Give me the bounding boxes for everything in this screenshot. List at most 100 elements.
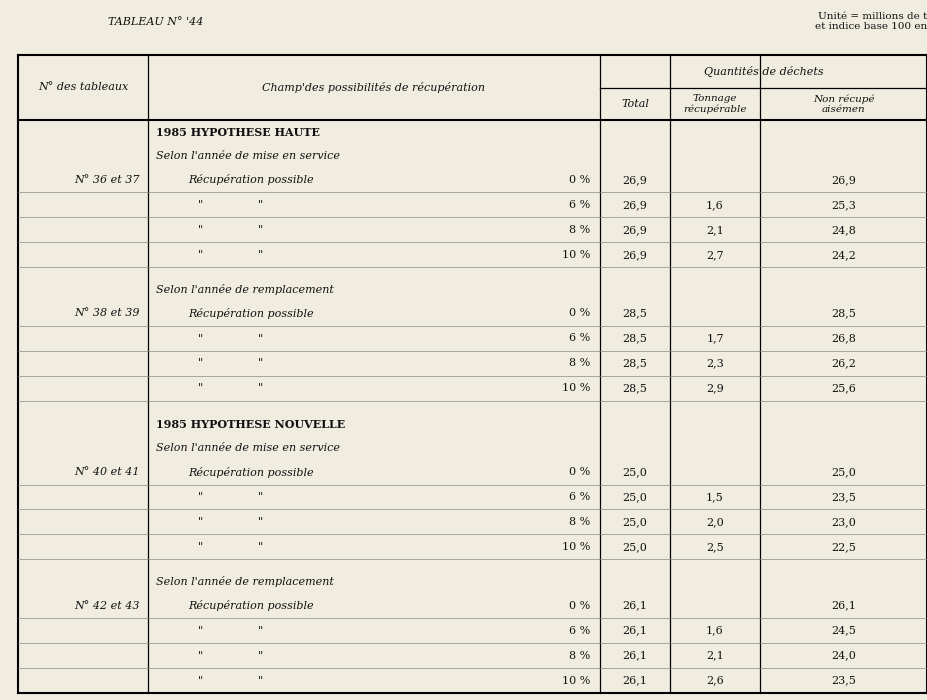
Text: Non récupé
aisémen: Non récupé aisémen: [813, 94, 874, 114]
Text: ": ": [198, 333, 203, 344]
Text: 1,6: 1,6: [706, 626, 724, 636]
Text: 28,5: 28,5: [623, 358, 647, 368]
Text: 0 %: 0 %: [569, 175, 590, 185]
Text: 2,3: 2,3: [706, 358, 724, 368]
Text: ": ": [198, 200, 203, 210]
Text: 1,7: 1,7: [706, 333, 724, 344]
Text: 23,5: 23,5: [832, 492, 856, 502]
Text: ": ": [198, 225, 203, 235]
Text: 23,5: 23,5: [832, 676, 856, 685]
Text: ": ": [258, 626, 263, 636]
Text: 25,0: 25,0: [623, 492, 647, 502]
Text: 26,1: 26,1: [832, 601, 856, 610]
Text: Récupération possible: Récupération possible: [188, 308, 313, 319]
Text: 28,5: 28,5: [623, 333, 647, 344]
Text: ": ": [258, 542, 263, 552]
Text: 24,8: 24,8: [832, 225, 856, 235]
Text: ": ": [198, 358, 203, 368]
Text: TABLEAU N° '44: TABLEAU N° '44: [108, 17, 203, 27]
Text: 8 %: 8 %: [569, 517, 590, 527]
Text: 2,0: 2,0: [706, 517, 724, 527]
Text: N° des tableaux: N° des tableaux: [38, 83, 128, 92]
Text: Récupération possible: Récupération possible: [188, 174, 313, 186]
Text: 2,5: 2,5: [706, 542, 724, 552]
Text: ": ": [198, 384, 203, 393]
Text: ": ": [198, 676, 203, 685]
Text: 24,5: 24,5: [832, 626, 856, 636]
Text: ": ": [198, 542, 203, 552]
Text: 28,5: 28,5: [623, 384, 647, 393]
Text: Champ'des possibilités de récupération: Champ'des possibilités de récupération: [262, 82, 486, 93]
Text: Total: Total: [621, 99, 649, 109]
Text: 23,0: 23,0: [832, 517, 856, 527]
Text: 1,6: 1,6: [706, 200, 724, 210]
Text: 0 %: 0 %: [569, 467, 590, 477]
Text: ": ": [198, 650, 203, 661]
Text: N° 42 et 43: N° 42 et 43: [74, 601, 140, 610]
Text: N° 40 et 41: N° 40 et 41: [74, 467, 140, 477]
Text: 8 %: 8 %: [569, 225, 590, 235]
Text: 6 %: 6 %: [569, 492, 590, 502]
Text: ": ": [258, 517, 263, 527]
Text: 26,9: 26,9: [832, 175, 856, 185]
Text: 25,0: 25,0: [623, 517, 647, 527]
Text: ": ": [258, 384, 263, 393]
Text: 1985 HYPOTHESE HAUTE: 1985 HYPOTHESE HAUTE: [156, 127, 320, 138]
Text: 25,0: 25,0: [832, 467, 856, 477]
Text: 2,1: 2,1: [706, 650, 724, 661]
Text: 6 %: 6 %: [569, 333, 590, 344]
Text: 1,5: 1,5: [706, 492, 724, 502]
Text: ": ": [258, 650, 263, 661]
Text: ": ": [198, 250, 203, 260]
Text: Quantités de déchets: Quantités de déchets: [704, 66, 823, 77]
Text: 6 %: 6 %: [569, 626, 590, 636]
Text: 24,0: 24,0: [832, 650, 856, 661]
Text: 25,0: 25,0: [623, 542, 647, 552]
Text: 8 %: 8 %: [569, 650, 590, 661]
Text: 1985 HYPOTHESE NOUVELLE: 1985 HYPOTHESE NOUVELLE: [156, 419, 345, 430]
Text: 2,6: 2,6: [706, 676, 724, 685]
Text: N° 36 et 37: N° 36 et 37: [74, 175, 140, 185]
Text: 26,1: 26,1: [623, 601, 647, 610]
Text: Tonnage
récupérable: Tonnage récupérable: [683, 94, 747, 114]
Text: 25,0: 25,0: [623, 467, 647, 477]
Text: 26,8: 26,8: [832, 333, 856, 344]
Text: 10 %: 10 %: [562, 676, 590, 685]
Text: 28,5: 28,5: [832, 309, 856, 318]
Text: Récupération possible: Récupération possible: [188, 600, 313, 611]
Text: 2,7: 2,7: [706, 250, 724, 260]
Text: 6 %: 6 %: [569, 200, 590, 210]
Text: 26,9: 26,9: [623, 175, 647, 185]
Text: 26,9: 26,9: [623, 225, 647, 235]
Text: 26,1: 26,1: [623, 650, 647, 661]
Text: Récupération possible: Récupération possible: [188, 466, 313, 477]
Text: 26,1: 26,1: [623, 676, 647, 685]
Text: ": ": [258, 492, 263, 502]
Text: Selon l'année de remplacement: Selon l'année de remplacement: [156, 284, 334, 295]
Text: ": ": [258, 250, 263, 260]
Text: 2,1: 2,1: [706, 225, 724, 235]
Text: Unité = millions de t
et indice base 100 en: Unité = millions de t et indice base 100…: [815, 12, 927, 32]
Text: 26,2: 26,2: [832, 358, 856, 368]
Text: ": ": [198, 626, 203, 636]
Text: 10 %: 10 %: [562, 250, 590, 260]
Text: 2,9: 2,9: [706, 384, 724, 393]
Text: ": ": [258, 225, 263, 235]
Text: N° 38 et 39: N° 38 et 39: [74, 309, 140, 318]
Text: ": ": [258, 200, 263, 210]
Text: 25,3: 25,3: [832, 200, 856, 210]
Text: 10 %: 10 %: [562, 542, 590, 552]
Text: 0 %: 0 %: [569, 601, 590, 610]
Text: ": ": [198, 517, 203, 527]
Text: 8 %: 8 %: [569, 358, 590, 368]
Text: 26,1: 26,1: [623, 626, 647, 636]
Text: ": ": [258, 358, 263, 368]
Text: 28,5: 28,5: [623, 309, 647, 318]
Text: ": ": [258, 333, 263, 344]
Text: 26,9: 26,9: [623, 250, 647, 260]
Text: ": ": [198, 492, 203, 502]
Text: 22,5: 22,5: [832, 542, 856, 552]
Text: 26,9: 26,9: [623, 200, 647, 210]
Text: Selon l'année de mise en service: Selon l'année de mise en service: [156, 151, 340, 161]
Text: 0 %: 0 %: [569, 309, 590, 318]
